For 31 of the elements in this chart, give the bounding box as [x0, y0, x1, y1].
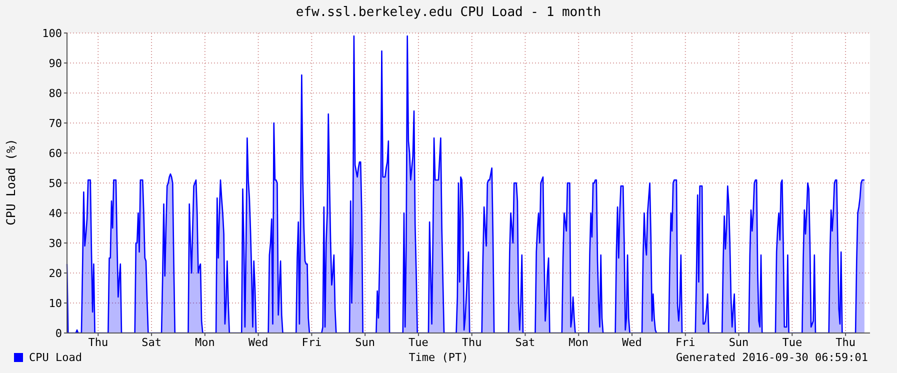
x-tick-label: Thu	[462, 336, 482, 349]
y-tick-label: 40	[48, 206, 62, 220]
y-tick-label: 60	[48, 146, 62, 160]
legend-label: CPU Load	[29, 351, 82, 364]
y-tick-label: 100	[42, 26, 62, 40]
x-tick-label: Sat	[515, 336, 536, 349]
y-axis-title: CPU Load (%)	[4, 138, 18, 228]
x-axis-title: Time (PT)	[408, 351, 468, 364]
y-tick-label: 90	[48, 56, 62, 70]
y-tick-label: 10	[48, 296, 62, 310]
y-tick-label: 20	[48, 266, 62, 280]
x-tick-label: Sat	[142, 336, 162, 349]
text: Generated 2016-09-30 06:59:01	[676, 351, 868, 364]
x-tick-label: Mon	[194, 336, 215, 349]
x-tick-label: Sun	[728, 336, 749, 349]
x-tick-label: Sun	[355, 336, 376, 349]
x-tick-label: Fri	[675, 336, 696, 349]
y-tick-label: 70	[48, 116, 62, 130]
x-tick-label: Fri	[302, 336, 322, 349]
y-tick-label: 30	[48, 236, 62, 250]
x-tick-label: Thu	[88, 336, 108, 349]
y-tick-label: 0	[55, 326, 62, 340]
x-tick-label: Thu	[836, 336, 856, 349]
x-tick-label: Tue	[782, 336, 802, 349]
chart-title: efw.ssl.berkeley.edu CPU Load - 1 month	[294, 5, 602, 20]
y-tick-label: 80	[48, 86, 62, 100]
x-tick-label: Tue	[408, 336, 428, 349]
x-tick-label: Mon	[568, 336, 589, 349]
x-tick-label: Wed	[248, 336, 268, 349]
y-tick-label: 50	[48, 176, 62, 190]
x-tick-label: Wed	[622, 336, 642, 349]
